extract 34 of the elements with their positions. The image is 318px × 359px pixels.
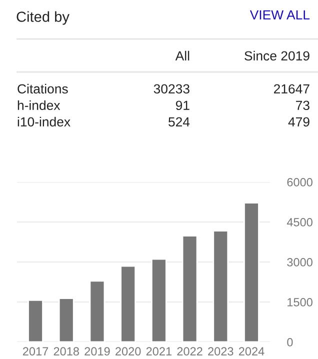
text: 30233 xyxy=(154,84,190,94)
text: 524 xyxy=(168,117,190,127)
text: h-index xyxy=(18,100,60,110)
text: Cited by xyxy=(16,11,70,25)
bar xyxy=(182,235,198,342)
text: 73 xyxy=(296,100,310,110)
y-tick-label: 6000 xyxy=(287,178,312,186)
text: 91 xyxy=(176,100,190,110)
bar xyxy=(212,230,229,342)
bar xyxy=(150,258,167,342)
text: Since 2019 xyxy=(244,50,310,61)
y-tick-label: 1500 xyxy=(288,298,312,306)
x-tick-label: 2018 xyxy=(54,347,79,356)
x-tick-label: 2021 xyxy=(146,347,172,356)
bar xyxy=(58,298,74,342)
x-tick-label: 2023 xyxy=(208,347,234,356)
x-tick-label: 2020 xyxy=(116,347,141,356)
y-tick-label: 3000 xyxy=(287,258,312,266)
y-tick-label: 0 xyxy=(287,338,293,346)
text: i10-index xyxy=(18,116,70,127)
y-tick-label: 4500 xyxy=(286,218,312,226)
bar xyxy=(89,280,106,342)
bar xyxy=(120,265,136,342)
bar xyxy=(28,299,44,342)
text: 479 xyxy=(288,117,310,127)
x-tick-label: 2022 xyxy=(177,347,202,356)
x-tick-label: 2017 xyxy=(22,347,48,356)
x-tick-label: 2024 xyxy=(238,347,264,356)
bar xyxy=(244,202,260,342)
text: 21647 xyxy=(274,84,310,94)
text: Citations xyxy=(18,84,68,94)
text: All xyxy=(175,50,190,60)
x-tick-label: 2019 xyxy=(84,347,110,356)
text: VIEW ALL xyxy=(250,10,310,20)
